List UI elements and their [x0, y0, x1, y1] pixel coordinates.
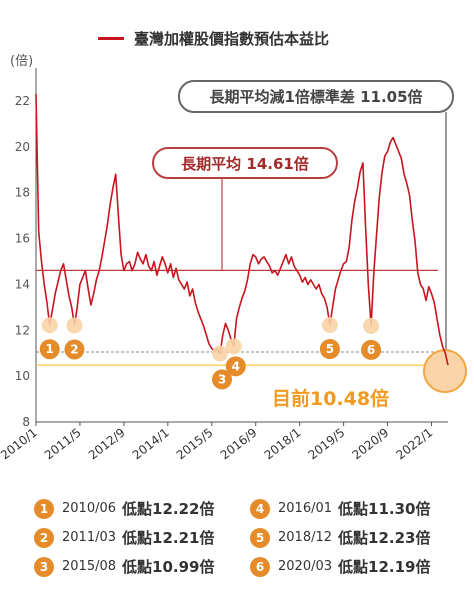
low-point-item: 1 2010/06 低點 12.22倍 [34, 498, 214, 519]
low-point-item: 4 2016/01 低點 11.30倍 [250, 498, 430, 519]
low-date: 2016/01 [278, 501, 333, 516]
x-tick-label: 2018/1 [262, 425, 304, 462]
low-point-badge [64, 339, 85, 360]
low-date: 2018/12 [278, 530, 333, 545]
low-label: 低點 [338, 529, 369, 547]
x-tick-label: 2014/1 [130, 425, 172, 462]
x-tick-label: 2022/1 [393, 425, 435, 462]
low-date: 2011/03 [62, 530, 117, 545]
low-point-badge-label: 3 [218, 372, 226, 386]
low-point-halo [321, 316, 338, 333]
low-value: 12.19倍 [368, 558, 431, 576]
low-date: 2020/03 [278, 559, 333, 574]
x-tick-label: 2010/1 [0, 425, 40, 462]
low-point-halo [212, 345, 229, 362]
marker-badge: 4 [250, 498, 270, 519]
low-point-item: 5 2018/12 低點 12.23倍 [250, 527, 430, 548]
low-date: 2015/08 [62, 559, 117, 574]
y-tick-label: 12 [15, 323, 30, 337]
x-tick-label: 2011/5 [42, 425, 84, 462]
low-point-halo [66, 317, 83, 334]
marker-badge: 2 [34, 527, 54, 548]
x-tick-label: 2015/5 [174, 425, 216, 462]
marker-badge: 5 [250, 527, 270, 548]
x-tick-label: 2019/5 [306, 425, 348, 462]
low-point-badge-label: 6 [367, 343, 375, 357]
low-value: 12.22倍 [152, 500, 215, 518]
legend-swatch [98, 37, 124, 40]
low-label: 低點 [122, 529, 153, 547]
y-tick-label: 16 [15, 232, 30, 246]
low-point-badge-label: 5 [326, 342, 334, 356]
low-point-item: 6 2020/03 低點 12.19倍 [250, 556, 430, 577]
y-tick-label: 18 [15, 186, 30, 200]
x-tick-label: 2012/9 [86, 425, 128, 462]
low-value: 12.21倍 [152, 529, 215, 547]
low-point-badge [212, 369, 233, 390]
low-point-halo [363, 317, 380, 334]
x-tick-label: 2016/9 [218, 425, 260, 462]
low-point-badge-label: 4 [232, 359, 240, 373]
low-point-badge [225, 356, 246, 377]
current-value-halo [423, 349, 467, 394]
low-point-badge [39, 339, 60, 360]
low-point-badge-label: 2 [70, 342, 78, 356]
pe-ratio-line [35, 94, 449, 366]
marker-badge: 6 [250, 556, 270, 577]
low-point-badge [361, 339, 382, 360]
low-point-item: 3 2015/08 低點 10.99倍 [34, 556, 214, 577]
low-label: 低點 [338, 558, 369, 576]
low-value: 10.99倍 [152, 558, 215, 576]
low-value: 12.23倍 [368, 529, 431, 547]
y-tick-label: 8 [22, 415, 30, 429]
low-date: 2010/06 [62, 501, 117, 516]
legend-label: 臺灣加權股價指數預估本益比 [134, 30, 330, 48]
low-point-item: 2 2011/03 低點 12.21倍 [34, 527, 214, 548]
y-axis-unit: (倍) [10, 54, 34, 69]
y-tick-label: 14 [15, 277, 30, 291]
low-label: 低點 [122, 500, 153, 518]
std-dev-annotation: 長期平均減1倍標準差 11.05倍 [178, 80, 454, 113]
low-point-badge-label: 1 [46, 342, 54, 356]
low-point-halo [41, 317, 58, 334]
current-value-annotation: 目前10.48倍 [272, 388, 390, 410]
mean-annotation: 長期平均 14.61倍 [152, 147, 338, 179]
marker-badge: 1 [34, 498, 54, 519]
legend: 臺灣加權股價指數預估本益比 [98, 28, 329, 49]
low-label: 低點 [338, 500, 369, 518]
y-tick-label: 22 [15, 94, 30, 108]
low-point-halo [225, 338, 242, 355]
x-tick-label: 2020/9 [350, 425, 392, 462]
low-label: 低點 [122, 558, 153, 576]
low-point-badge [319, 338, 340, 359]
low-value: 11.30倍 [368, 500, 431, 518]
y-tick-label: 20 [15, 140, 30, 154]
marker-badge: 3 [34, 556, 54, 577]
y-tick-label: 10 [15, 369, 30, 383]
